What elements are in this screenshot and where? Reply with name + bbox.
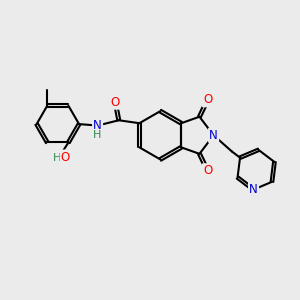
Text: H: H bbox=[53, 153, 62, 163]
Text: O: O bbox=[61, 151, 70, 164]
Text: N: N bbox=[209, 129, 218, 142]
Text: N: N bbox=[249, 183, 258, 196]
Text: O: O bbox=[203, 93, 212, 106]
Text: O: O bbox=[203, 164, 212, 177]
Text: H: H bbox=[93, 130, 101, 140]
Text: O: O bbox=[111, 95, 120, 109]
Text: N: N bbox=[93, 119, 102, 132]
